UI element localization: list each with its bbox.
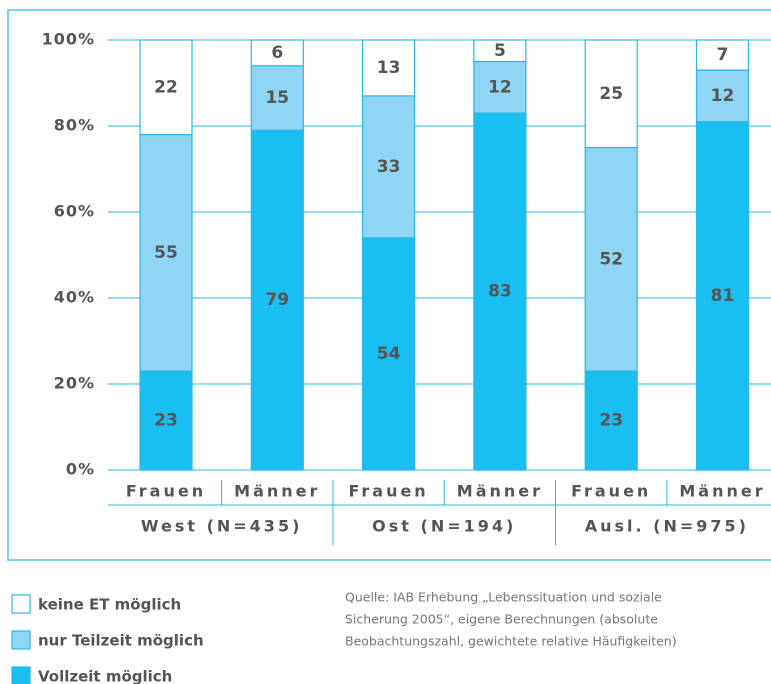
frame <box>7 9 771 561</box>
value-label: 52 <box>599 249 623 269</box>
value-label: 15 <box>265 88 289 108</box>
legend-label: nur Teilzeit möglich <box>38 632 204 650</box>
value-label: 22 <box>154 77 178 97</box>
legend-label: Vollzeit möglich <box>38 668 172 684</box>
value-label: 23 <box>599 411 623 431</box>
group-label: West (N=435) <box>141 517 303 536</box>
bar-segment <box>473 60 527 114</box>
bar-segment <box>695 69 750 123</box>
source-note: Quelle: IAB Erhebung „Lebenssituation un… <box>345 590 662 605</box>
value-label: 23 <box>154 411 178 431</box>
legend-swatch <box>11 666 31 684</box>
source-note: Beobachtungszahl, gewichtete relative Hä… <box>345 634 677 649</box>
y-tick-label: 60% <box>54 202 95 221</box>
value-label: 55 <box>154 243 178 263</box>
value-label: 5 <box>494 41 506 61</box>
value-label: 25 <box>599 84 623 104</box>
bar-segment <box>584 370 638 471</box>
bar-segment <box>139 39 193 136</box>
x-tick-label: Frauen <box>126 482 206 501</box>
x-tick-label: Frauen <box>348 482 428 501</box>
y-tick-label: 80% <box>54 116 95 135</box>
x-tick-label: Männer <box>457 482 543 501</box>
y-tick-label: 0% <box>66 460 95 479</box>
legend-swatch <box>11 594 31 614</box>
value-label: 13 <box>377 58 401 78</box>
y-tick-label: 100% <box>42 30 95 49</box>
source-note: Sicherung 2005“, eigene Berechnungen (ab… <box>345 612 658 627</box>
group-label: Ausl. (N=975) <box>585 517 749 536</box>
bar-segment <box>250 65 304 131</box>
value-label: 54 <box>377 344 401 364</box>
bar-segment <box>695 121 750 471</box>
legend-swatch <box>11 630 31 650</box>
bar-segment <box>139 370 193 471</box>
bar-segment <box>362 95 416 239</box>
x-tick-label: Männer <box>679 482 765 501</box>
legend-label: keine ET möglich <box>38 596 181 614</box>
bar-segment <box>584 146 638 372</box>
value-label: 12 <box>488 77 512 97</box>
x-tick-label: Frauen <box>571 482 651 501</box>
bar-segment <box>250 39 304 67</box>
x-tick-label: Männer <box>234 482 320 501</box>
bar-segment <box>473 39 527 63</box>
y-tick-label: 20% <box>54 374 95 393</box>
bar-segment <box>473 112 527 471</box>
bar-segment <box>139 134 193 372</box>
value-label: 79 <box>265 290 289 310</box>
bar-segment <box>362 39 416 97</box>
bar-segment <box>250 129 304 471</box>
group-label: Ost (N=194) <box>372 517 516 536</box>
value-label: 7 <box>717 45 729 65</box>
value-label: 6 <box>271 43 283 63</box>
bar-segment <box>584 39 638 149</box>
value-label: 33 <box>377 157 401 177</box>
y-tick-label: 40% <box>54 288 95 307</box>
bar-segment <box>695 39 750 71</box>
value-label: 81 <box>711 286 735 306</box>
value-label: 83 <box>488 282 512 302</box>
value-label: 12 <box>711 86 735 106</box>
